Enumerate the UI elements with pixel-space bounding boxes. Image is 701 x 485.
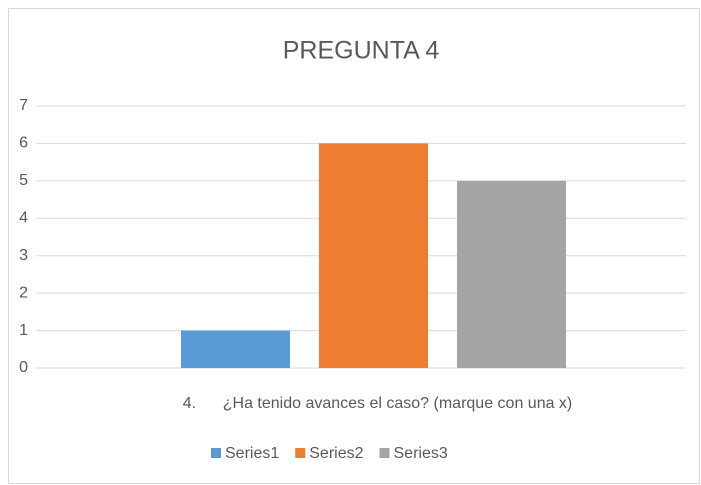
chart-title: PREGUNTA 4 bbox=[283, 37, 440, 65]
bar bbox=[181, 330, 290, 368]
y-tick-label: 3 bbox=[19, 247, 28, 264]
bar bbox=[457, 180, 566, 368]
legend-label: Series1 bbox=[225, 445, 279, 462]
y-tick-label: 2 bbox=[19, 284, 28, 301]
legend-label: Series2 bbox=[309, 445, 363, 462]
x-tick-label: 4. ¿Ha tenido avances el caso? (marque c… bbox=[183, 395, 573, 412]
y-tick-label: 6 bbox=[19, 135, 28, 152]
y-tick-label: 0 bbox=[19, 359, 28, 376]
legend-swatch bbox=[295, 448, 306, 458]
y-tick-label: 1 bbox=[19, 322, 28, 339]
y-tick-label: 5 bbox=[19, 172, 28, 189]
legend-swatch bbox=[379, 448, 390, 458]
legend-swatch bbox=[211, 448, 221, 458]
legend-label: Series3 bbox=[394, 445, 448, 462]
y-tick-label: 7 bbox=[19, 97, 28, 114]
y-tick-label: 4 bbox=[19, 210, 28, 227]
bar bbox=[319, 143, 428, 368]
